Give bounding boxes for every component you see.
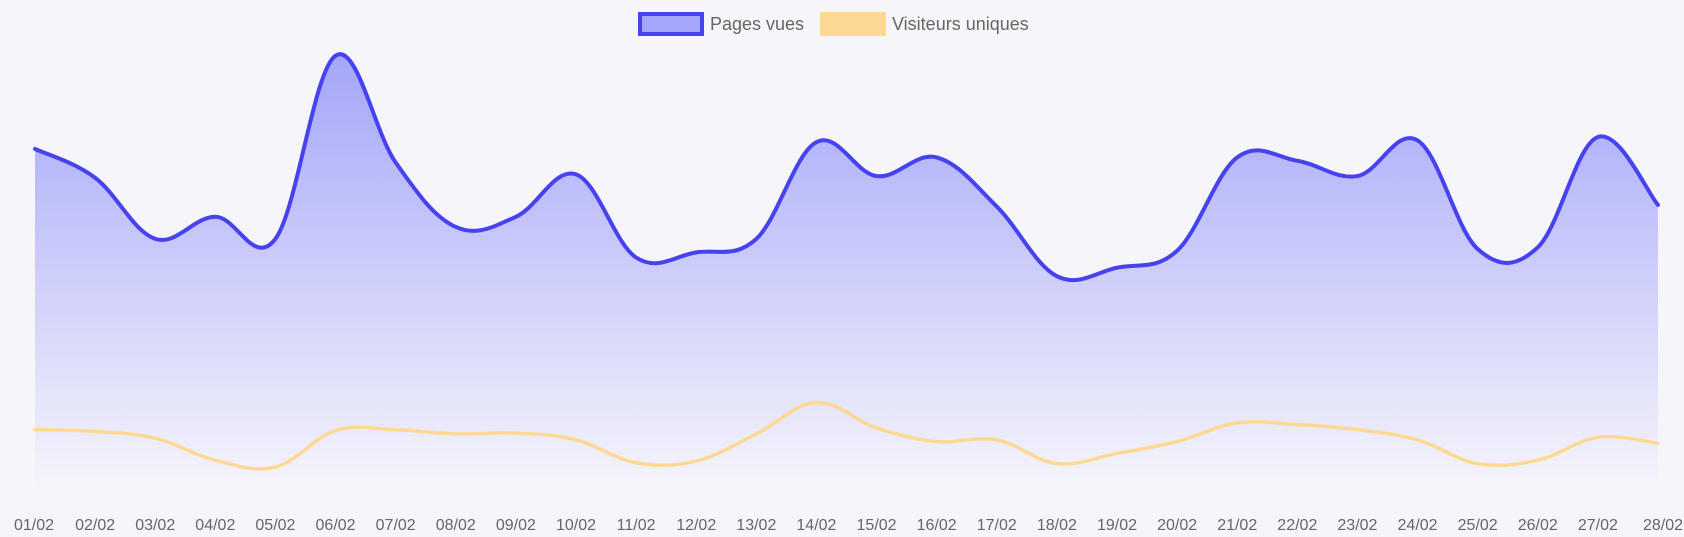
series-areas bbox=[35, 54, 1658, 495]
data-point-visiteurs-uniques[interactable] bbox=[570, 434, 582, 446]
legend-label-pages-vues: Pages vues bbox=[710, 14, 804, 34]
x-tick-label: 01/02 bbox=[14, 517, 54, 534]
data-point-pages-vues[interactable] bbox=[1171, 245, 1183, 257]
legend-label-visiteurs-uniques: Visiteurs uniques bbox=[892, 14, 1029, 34]
data-point-visiteurs-uniques[interactable] bbox=[269, 461, 281, 473]
data-point-visiteurs-uniques[interactable] bbox=[1652, 437, 1664, 449]
x-tick-label: 07/02 bbox=[376, 517, 416, 534]
data-point-pages-vues[interactable] bbox=[89, 172, 101, 184]
data-point-pages-vues[interactable] bbox=[1412, 134, 1424, 146]
data-point-visiteurs-uniques[interactable] bbox=[991, 434, 1003, 446]
data-point-pages-vues[interactable] bbox=[1652, 199, 1664, 211]
data-point-pages-vues[interactable] bbox=[1111, 262, 1123, 274]
series-line-visiteurs-uniques[interactable] bbox=[33, 400, 1660, 471]
x-tick-label: 12/02 bbox=[676, 517, 716, 534]
data-point-pages-vues[interactable] bbox=[29, 143, 41, 155]
x-tick-label: 14/02 bbox=[796, 517, 836, 534]
data-point-pages-vues[interactable] bbox=[1231, 151, 1243, 163]
data-point-visiteurs-uniques[interactable] bbox=[1592, 431, 1604, 443]
data-point-visiteurs-uniques[interactable] bbox=[390, 424, 402, 436]
data-point-visiteurs-uniques[interactable] bbox=[810, 397, 822, 409]
data-point-pages-vues[interactable] bbox=[1291, 155, 1303, 167]
legend-item-visiteurs-uniques[interactable]: Visiteurs uniques bbox=[820, 12, 1029, 36]
data-point-visiteurs-uniques[interactable] bbox=[1291, 419, 1303, 431]
x-tick-label: 25/02 bbox=[1458, 517, 1498, 534]
data-point-visiteurs-uniques[interactable] bbox=[690, 455, 702, 467]
x-tick-label: 27/02 bbox=[1578, 517, 1618, 534]
x-tick-label: 17/02 bbox=[977, 517, 1017, 534]
data-point-visiteurs-uniques[interactable] bbox=[1532, 454, 1544, 466]
data-point-pages-vues[interactable] bbox=[269, 233, 281, 245]
data-point-visiteurs-uniques[interactable] bbox=[89, 425, 101, 437]
data-point-pages-vues[interactable] bbox=[630, 252, 642, 264]
legend-item-pages-vues[interactable]: Pages vues bbox=[638, 12, 804, 36]
x-tick-label: 13/02 bbox=[736, 517, 776, 534]
series-line-pages-vues[interactable] bbox=[33, 52, 1660, 283]
x-tick-label: 08/02 bbox=[436, 517, 476, 534]
x-tick-label: 24/02 bbox=[1398, 517, 1438, 534]
data-point-pages-vues[interactable] bbox=[390, 157, 402, 169]
x-axis-tick-labels: 01/02 02/02 03/02 04/02 05/02 06/02 07/02 08/02… bbox=[14, 517, 1683, 534]
x-tick-label: 20/02 bbox=[1157, 517, 1197, 534]
data-point-visiteurs-uniques[interactable] bbox=[1171, 436, 1183, 448]
data-point-pages-vues[interactable] bbox=[330, 50, 342, 62]
data-point-pages-vues[interactable] bbox=[871, 170, 883, 182]
x-tick-label: 15/02 bbox=[857, 517, 897, 534]
x-tick-label: 05/02 bbox=[255, 517, 295, 534]
data-point-pages-vues[interactable] bbox=[690, 246, 702, 258]
x-tick-label: 23/02 bbox=[1337, 517, 1377, 534]
data-point-visiteurs-uniques[interactable] bbox=[1051, 458, 1063, 470]
x-tick-label: 19/02 bbox=[1097, 517, 1137, 534]
legend-swatch-pages-vues bbox=[638, 12, 704, 36]
data-point-visiteurs-uniques[interactable] bbox=[1412, 434, 1424, 446]
data-point-pages-vues[interactable] bbox=[810, 136, 822, 148]
x-tick-label: 21/02 bbox=[1217, 517, 1257, 534]
x-tick-label: 09/02 bbox=[496, 517, 536, 534]
data-point-visiteurs-uniques[interactable] bbox=[750, 428, 762, 440]
data-point-visiteurs-uniques[interactable] bbox=[931, 436, 943, 448]
data-point-visiteurs-uniques[interactable] bbox=[1472, 458, 1484, 470]
data-point-pages-vues[interactable] bbox=[450, 221, 462, 233]
data-point-pages-vues[interactable] bbox=[510, 211, 522, 223]
data-point-pages-vues[interactable] bbox=[1472, 243, 1484, 255]
x-tick-label: 18/02 bbox=[1037, 517, 1077, 534]
x-tick-label: 11/02 bbox=[617, 517, 656, 534]
data-point-visiteurs-uniques[interactable] bbox=[1351, 424, 1363, 436]
legend-swatch-visiteurs-uniques bbox=[820, 12, 886, 36]
data-point-visiteurs-uniques[interactable] bbox=[871, 422, 883, 434]
data-point-pages-vues[interactable] bbox=[570, 168, 582, 180]
x-tick-label: 06/02 bbox=[316, 517, 356, 534]
data-point-pages-vues[interactable] bbox=[991, 201, 1003, 213]
x-tick-label: 04/02 bbox=[195, 517, 235, 534]
data-point-visiteurs-uniques[interactable] bbox=[330, 425, 342, 437]
data-point-pages-vues[interactable] bbox=[1051, 270, 1063, 282]
data-point-pages-vues[interactable] bbox=[1592, 131, 1604, 143]
x-tick-label: 10/02 bbox=[556, 517, 596, 534]
data-point-visiteurs-uniques[interactable] bbox=[450, 428, 462, 440]
series-lines bbox=[33, 52, 1660, 471]
data-point-pages-vues[interactable] bbox=[1532, 241, 1544, 253]
data-point-visiteurs-uniques[interactable] bbox=[1231, 417, 1243, 429]
data-point-pages-vues[interactable] bbox=[209, 211, 221, 223]
x-tick-label: 16/02 bbox=[917, 517, 957, 534]
data-point-pages-vues[interactable] bbox=[750, 233, 762, 245]
area-fill-pages-vues bbox=[35, 54, 1658, 495]
x-tick-label: 26/02 bbox=[1518, 517, 1558, 534]
data-point-pages-vues[interactable] bbox=[931, 151, 943, 163]
chart-legend[interactable]: Pages vues Visiteurs uniques bbox=[638, 12, 1029, 36]
x-tick-label: 03/02 bbox=[135, 517, 175, 534]
x-tick-label: 28/02 bbox=[1643, 517, 1683, 534]
data-point-visiteurs-uniques[interactable] bbox=[630, 457, 642, 469]
data-point-pages-vues[interactable] bbox=[1351, 170, 1363, 182]
data-point-visiteurs-uniques[interactable] bbox=[510, 427, 522, 439]
data-point-visiteurs-uniques[interactable] bbox=[149, 432, 161, 444]
x-tick-label: 02/02 bbox=[75, 517, 115, 534]
data-point-visiteurs-uniques[interactable] bbox=[1111, 447, 1123, 459]
data-point-pages-vues[interactable] bbox=[149, 233, 161, 245]
x-tick-label: 22/02 bbox=[1277, 517, 1317, 534]
data-point-visiteurs-uniques[interactable] bbox=[209, 454, 221, 466]
data-point-visiteurs-uniques[interactable] bbox=[29, 424, 41, 436]
